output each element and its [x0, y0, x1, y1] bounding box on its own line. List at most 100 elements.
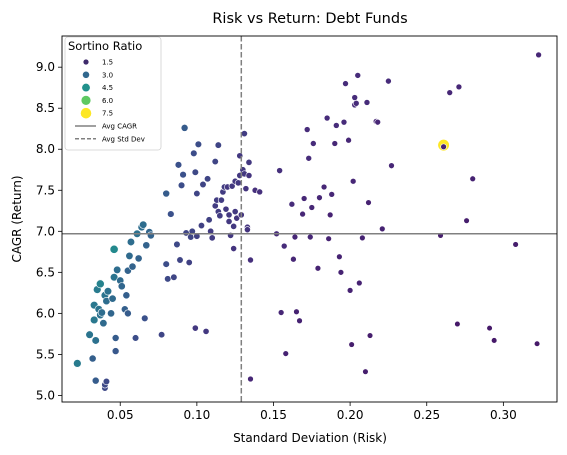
y-tick-label: 8.5	[36, 101, 55, 115]
data-point-128	[316, 194, 323, 201]
data-point-143	[349, 177, 357, 185]
data-point-157	[385, 77, 392, 85]
data-point-19	[103, 287, 113, 296]
data-point-131	[325, 235, 332, 242]
data-point-129	[320, 183, 328, 191]
data-point-26	[113, 265, 122, 274]
x-tick-label: 0.15	[260, 408, 287, 422]
data-point-158	[388, 162, 395, 169]
data-point-90	[230, 245, 238, 252]
data-point-140	[345, 136, 352, 144]
data-point-80	[217, 196, 225, 204]
x-tick-label: 0.05	[107, 408, 134, 422]
data-point-62	[191, 324, 199, 332]
axes-frame	[61, 35, 558, 403]
data-point-153	[366, 332, 374, 339]
data-point-114	[282, 350, 289, 357]
data-point-51	[173, 240, 181, 249]
data-point-113	[280, 242, 288, 250]
data-point-68	[199, 180, 207, 189]
data-point-74	[211, 157, 219, 166]
data-point-171	[535, 51, 542, 59]
data-point-23	[109, 244, 119, 254]
legend-marker-1	[82, 58, 90, 66]
data-point-1	[73, 359, 82, 368]
data-point-25	[111, 347, 120, 355]
data-point-4	[91, 376, 100, 385]
data-point-106	[247, 256, 254, 264]
data-point-133	[328, 191, 335, 198]
data-point-109	[256, 188, 264, 196]
data-point-155	[374, 118, 381, 126]
data-point-121	[300, 195, 308, 202]
legend-label-1: 1.5	[102, 59, 113, 67]
legend-marker-4	[80, 95, 92, 106]
data-point-20	[107, 309, 116, 318]
data-point-89	[230, 222, 238, 230]
y-tick-label: 6.0	[36, 306, 55, 320]
data-point-73	[208, 234, 216, 242]
data-point-103	[244, 226, 251, 234]
data-point-164	[455, 83, 463, 91]
data-point-161	[440, 143, 447, 150]
legend-title: Sortino Ratio	[68, 39, 142, 53]
data-point-130	[323, 114, 331, 122]
data-point-163	[454, 320, 461, 328]
data-point-3	[88, 354, 97, 363]
data-point-35	[128, 262, 137, 271]
y-axis-label: CAGR (Return)	[10, 175, 24, 262]
data-point-70	[204, 175, 212, 183]
data-point-166	[469, 175, 476, 182]
legend-items: 1.5 3.0 4.5 6.0 7.5 Avg CAGR Avg Std Dev	[75, 58, 145, 143]
y-tick-label: 5.5	[36, 347, 55, 361]
data-point-45	[158, 331, 166, 339]
data-point-34	[126, 237, 136, 247]
data-point-44	[146, 231, 155, 240]
data-point-41	[141, 314, 149, 322]
data-point-135	[333, 122, 340, 129]
data-point-52	[174, 161, 183, 169]
data-point-119	[296, 317, 303, 324]
data-point-30	[122, 291, 131, 300]
data-point-141	[346, 287, 354, 294]
legend-label-4: 6.0	[102, 97, 113, 105]
legend-marker-3	[81, 83, 91, 93]
data-point-61	[190, 149, 198, 158]
data-point-36	[131, 334, 140, 342]
data-point-47	[162, 189, 171, 198]
data-point-93	[233, 214, 241, 222]
data-point-132	[326, 211, 334, 219]
data-point-33	[125, 251, 134, 260]
data-point-69	[202, 327, 210, 335]
data-point-65	[193, 232, 201, 240]
data-point-107	[247, 375, 254, 383]
data-point-64	[193, 189, 201, 198]
y-tick-label: 6.5	[36, 265, 55, 279]
data-point-162	[446, 89, 453, 96]
data-point-63	[191, 168, 199, 176]
legend-marker-2	[82, 70, 90, 79]
data-point-91	[231, 208, 239, 216]
legend-label-5: 7.5	[102, 110, 113, 118]
legend-label-2: 3.0	[102, 71, 113, 79]
data-point-167	[486, 325, 493, 332]
data-point-99	[240, 130, 248, 138]
data-point-66	[194, 140, 203, 148]
y-tick-label: 7.0	[36, 224, 55, 238]
data-point-71	[205, 216, 213, 224]
data-point-86	[225, 218, 233, 225]
data-point-170	[533, 340, 541, 347]
y-tick-label: 9.0	[36, 60, 55, 74]
data-point-67	[197, 222, 205, 230]
legend-label-3: 4.5	[102, 84, 113, 92]
data-point-169	[512, 241, 519, 248]
data-point-120	[299, 210, 306, 218]
data-point-105	[245, 172, 253, 179]
legend: Sortino Ratio 1.5 3.0 4.5 6.0 7.5 Avg CAGR Avg…	[64, 36, 162, 151]
x-tick-label: 0.25	[413, 408, 440, 422]
data-point-56	[180, 124, 189, 132]
reference-lines	[62, 36, 557, 402]
y-tick-label: 7.5	[36, 183, 55, 197]
legend-line-label-1: Avg CAGR	[102, 123, 137, 131]
